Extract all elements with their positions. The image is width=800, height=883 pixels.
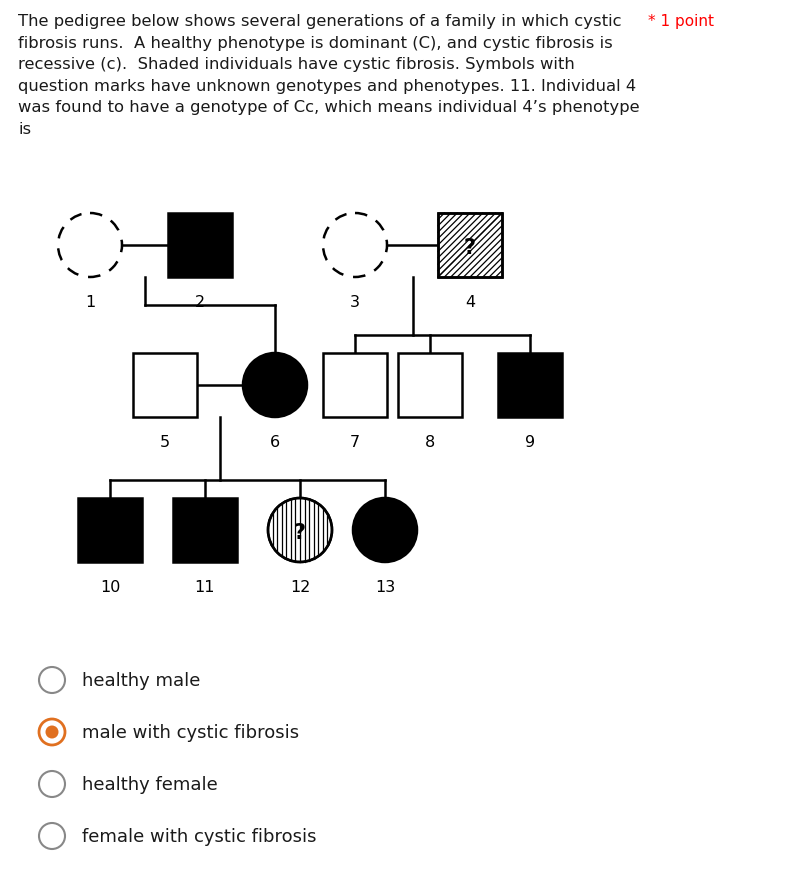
Ellipse shape [39,667,65,693]
Bar [133,353,197,417]
Ellipse shape [46,726,58,738]
Ellipse shape [39,823,65,849]
Ellipse shape [58,213,122,277]
Bar [438,213,502,277]
Text: ?: ? [464,238,476,258]
Ellipse shape [243,353,307,417]
Text: 7: 7 [350,435,360,450]
Bar [78,498,142,562]
Text: 10: 10 [100,580,120,595]
Text: healthy female: healthy female [82,776,218,794]
Text: 6: 6 [270,435,280,450]
Ellipse shape [39,771,65,797]
Ellipse shape [268,498,332,562]
Bar [323,353,387,417]
Ellipse shape [323,213,387,277]
Ellipse shape [353,498,417,562]
Text: * 1 point: * 1 point [648,14,714,29]
Bar [173,498,237,562]
Text: 5: 5 [160,435,170,450]
Text: 1: 1 [85,295,95,310]
Text: 4: 4 [465,295,475,310]
Text: The pedigree below shows several generations of a family in which cystic
fibrosi: The pedigree below shows several generat… [18,14,640,137]
Text: 13: 13 [375,580,395,595]
Ellipse shape [39,719,65,745]
Text: 3: 3 [350,295,360,310]
Text: male with cystic fibrosis: male with cystic fibrosis [82,724,299,742]
Text: 11: 11 [194,580,215,595]
Bar [438,213,502,277]
Text: 2: 2 [195,295,205,310]
Bar [398,353,462,417]
Text: 8: 8 [425,435,435,450]
Text: 9: 9 [525,435,535,450]
Text: 12: 12 [290,580,310,595]
Text: healthy male: healthy male [82,672,200,690]
Text: female with cystic fibrosis: female with cystic fibrosis [82,828,317,846]
Bar [498,353,562,417]
Bar [168,213,232,277]
Text: ?: ? [294,523,306,543]
